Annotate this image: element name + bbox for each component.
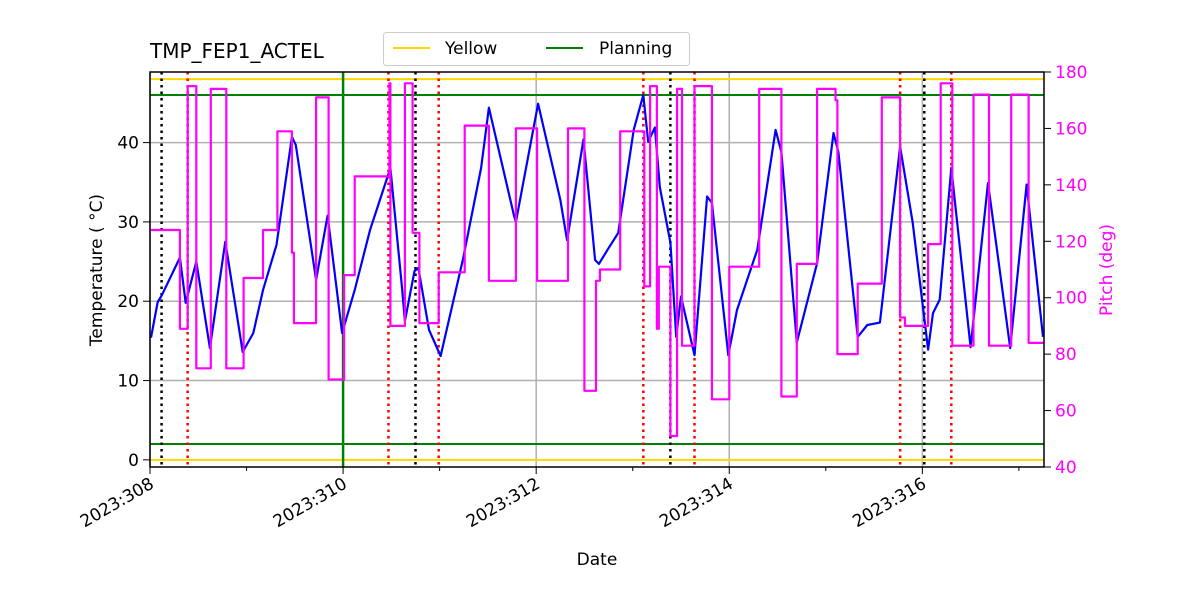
x-tick-label: 2023:308 bbox=[77, 474, 158, 532]
y2-axis-label: Pitch (deg) bbox=[1097, 224, 1117, 316]
y2-tick-label: 120 bbox=[1055, 232, 1087, 252]
y-tick-label: 40 bbox=[117, 134, 139, 154]
x-tick-label: 2023:310 bbox=[270, 474, 351, 532]
y2-tick-label: 160 bbox=[1055, 119, 1087, 139]
y2-tick-label: 60 bbox=[1055, 402, 1077, 422]
y-tick-label: 10 bbox=[117, 372, 139, 392]
y-tick-label: 20 bbox=[117, 292, 139, 312]
y2-tick-label: 180 bbox=[1055, 63, 1087, 83]
y-axis-label: Temperature ( °C) bbox=[87, 194, 107, 347]
x-axis-label: Date bbox=[577, 550, 618, 570]
chart-title: TMP_FEP1_ACTEL bbox=[149, 39, 325, 63]
plot-frame bbox=[149, 71, 1045, 468]
plot-marks bbox=[149, 72, 1045, 467]
legend-label-planning: Planning bbox=[599, 39, 672, 59]
y-tick-label: 30 bbox=[117, 213, 139, 233]
x-tick-label: 2023:316 bbox=[849, 474, 930, 532]
y2-tick-label: 140 bbox=[1055, 176, 1087, 196]
y2-tick-label: 40 bbox=[1055, 458, 1077, 478]
y2-tick-label: 80 bbox=[1055, 345, 1077, 365]
x-tick-label: 2023:314 bbox=[656, 474, 737, 532]
axis-ticks: 2023:308 2023:310 2023:312 2023:314 2023:316… bbox=[77, 63, 1087, 532]
y2-tick-label: 100 bbox=[1055, 289, 1087, 309]
y-tick-label: 0 bbox=[128, 451, 139, 471]
x-tick-label: 2023:312 bbox=[463, 474, 544, 532]
legend-box bbox=[383, 32, 690, 66]
legend-label-yellow: Yellow bbox=[444, 39, 497, 59]
legend: Yellow Planning bbox=[383, 32, 690, 66]
series-line-pitch bbox=[151, 82, 1044, 438]
